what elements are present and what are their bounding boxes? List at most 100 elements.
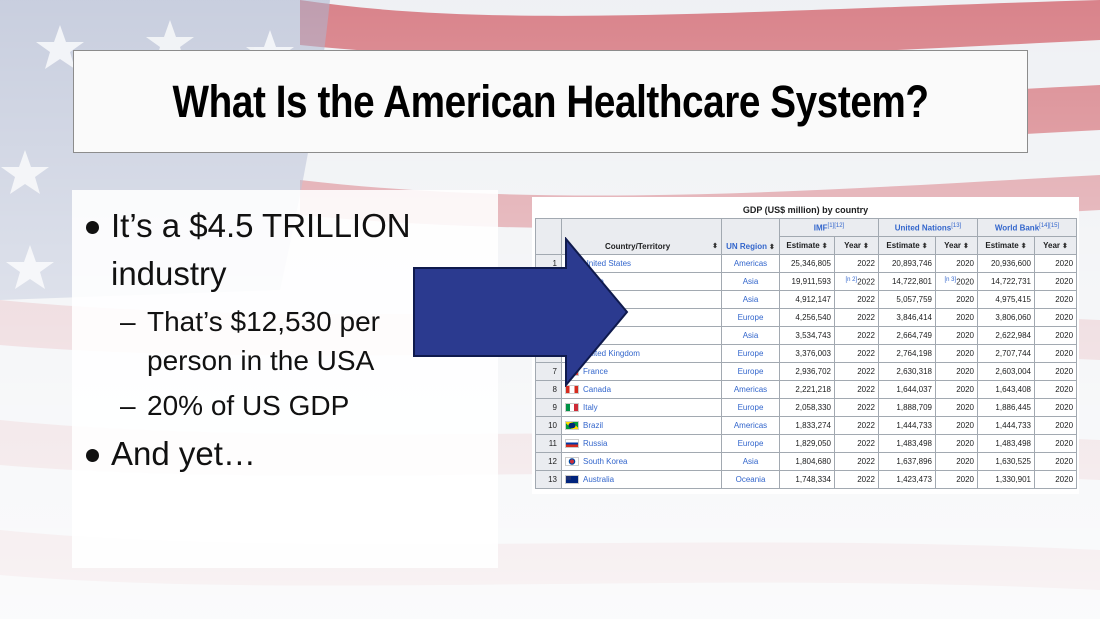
sort-icon: ⬍ — [921, 243, 928, 250]
region-cell[interactable]: Americas — [721, 416, 780, 435]
rank-cell: 13 — [535, 470, 562, 489]
un-year-cell: 2020 — [935, 344, 978, 363]
country-link[interactable]: Russia — [583, 438, 608, 448]
country-cell: Italy — [561, 398, 722, 417]
un-estimate-cell: 1,483,498 — [878, 434, 936, 453]
un-estimate-cell: 2,630,318 — [878, 362, 936, 381]
imf-estimate-cell: 4,256,540 — [779, 308, 835, 327]
wb-header-label[interactable]: World Bank — [994, 223, 1040, 233]
un-estimate-cell: 14,722,801 — [878, 272, 936, 291]
sort-icon: ⬍ — [863, 243, 869, 250]
un-year-header[interactable]: Year ⬍ — [935, 236, 978, 255]
country-link[interactable]: Australia — [583, 474, 615, 484]
country-link[interactable]: United States — [583, 258, 632, 268]
country-cell: South Korea — [561, 452, 722, 471]
region-cell[interactable]: Asia — [721, 272, 780, 291]
sort-icon: ⬍ — [1020, 243, 1027, 250]
un-year-cell: 2020 — [935, 362, 978, 381]
bullet-text: And yet… — [111, 435, 256, 472]
table-row: 8 Canada Americas 2,221,218 2022 1,644,037 202… — [535, 380, 1078, 399]
imf-year-cell: 2022 — [834, 290, 879, 309]
wb-estimate-cell: 1,643,408 — [977, 380, 1035, 399]
wb-refs[interactable]: [14][15] — [1039, 222, 1060, 229]
region-cell[interactable]: Asia — [721, 452, 780, 471]
imf-year-header[interactable]: Year ⬍ — [834, 236, 879, 255]
un-header-label[interactable]: United Nations — [894, 223, 952, 233]
country-header[interactable]: Country/Territory ⬍ — [561, 218, 722, 255]
imf-estimate-cell: 2,058,330 — [779, 398, 835, 417]
region-cell[interactable]: Oceania — [721, 470, 780, 489]
sub-bullet-dash: – — [120, 390, 136, 421]
wb-estimate-cell: 1,630,525 — [977, 452, 1035, 471]
country-link[interactable]: Canada — [583, 384, 612, 394]
right-arrow-icon — [413, 237, 629, 387]
un-estimate-header[interactable]: Estimate ⬍ — [878, 236, 936, 255]
imf-estimate-cell: 2,936,702 — [779, 362, 835, 381]
un-year-cell: 2020 — [935, 290, 978, 309]
un-estimate-cell: 1,644,037 — [878, 380, 936, 399]
table-row: 13 Australia Oceania 1,748,334 2022 1,423,473… — [535, 470, 1078, 489]
sub-bullet-dash: – — [120, 306, 136, 337]
imf-estimate-cell: 19,911,593 — [779, 272, 835, 291]
country-link[interactable]: Italy — [583, 402, 598, 412]
imf-estimate-header[interactable]: Estimate ⬍ — [779, 236, 835, 255]
sort-icon: ⬍ — [821, 243, 828, 250]
sort-icon[interactable]: ⬍ — [712, 243, 718, 250]
flag-au-icon — [565, 475, 579, 485]
wb-estimate-cell: 20,936,600 — [977, 254, 1035, 273]
imf-header[interactable]: IMF[1][12] — [779, 218, 879, 237]
rank-cell: 9 — [535, 398, 562, 417]
wb-estimate-header[interactable]: Estimate ⬍ — [977, 236, 1035, 255]
imf-year-cell: 2022 — [834, 380, 879, 399]
un-year-cell: 2020 — [935, 308, 978, 327]
region-cell[interactable]: Europe — [721, 434, 780, 453]
wb-year-cell: 2020 — [1033, 326, 1078, 345]
wb-year-cell: 2020 — [1033, 362, 1078, 381]
un-year-cell: 2020 — [935, 416, 978, 435]
wb-year-cell: 2020 — [1033, 416, 1078, 435]
note-ref[interactable]: [n 2] — [845, 276, 858, 283]
imf-header-label[interactable]: IMF — [813, 223, 828, 233]
region-cell[interactable]: Asia — [721, 290, 780, 309]
region-cell[interactable]: Europe — [721, 398, 780, 417]
country-link[interactable]: Brazil — [583, 420, 604, 430]
region-header-label[interactable]: UN Region — [726, 242, 767, 251]
note-ref[interactable]: [n 3] — [944, 276, 957, 283]
table-caption: GDP (US$ million) by country — [742, 205, 869, 215]
imf-estimate-cell: 1,748,334 — [779, 470, 835, 489]
un-year-cell: 2020 — [935, 452, 978, 471]
imf-year-cell: 2022 — [834, 398, 879, 417]
country-link[interactable]: France — [583, 366, 608, 376]
sort-icon[interactable]: ⬍ — [769, 244, 775, 251]
wb-estimate-cell: 14,722,731 — [977, 272, 1035, 291]
region-cell[interactable]: Americas — [721, 254, 780, 273]
gdp-table-image: GDP (US$ million) by country Country/Ter… — [532, 197, 1079, 494]
region-cell[interactable]: Europe — [721, 362, 780, 381]
imf-year-cell: [n 2]2022 — [834, 272, 879, 291]
imf-year-cell: 2022 — [834, 470, 879, 489]
wb-year-cell: 2020 — [1033, 434, 1078, 453]
country-cell: Russia — [561, 434, 722, 453]
table-row: 9 Italy Europe 2,058,330 2022 1,888,709 2020 1,… — [535, 398, 1078, 417]
un-refs[interactable]: [13] — [951, 222, 962, 229]
country-link[interactable]: United Kingdom — [583, 348, 640, 358]
region-cell[interactable]: Europe — [721, 344, 780, 363]
sort-icon: ⬍ — [1062, 243, 1068, 250]
wb-header[interactable]: World Bank[14][15] — [976, 218, 1078, 237]
un-year-cell: 2020 — [935, 254, 978, 273]
region-cell[interactable]: Asia — [721, 326, 780, 345]
un-estimate-cell: 3,846,414 — [878, 308, 936, 327]
wb-estimate-cell: 1,483,498 — [977, 434, 1035, 453]
wb-year-header[interactable]: Year ⬍ — [1033, 236, 1078, 255]
wb-estimate-cell: 1,330,901 — [977, 470, 1035, 489]
un-header[interactable]: United Nations[13] — [878, 218, 978, 237]
imf-estimate-cell: 1,833,274 — [779, 416, 835, 435]
wb-estimate-cell: 3,806,060 — [977, 308, 1035, 327]
country-link[interactable]: South Korea — [583, 456, 628, 466]
region-cell[interactable]: Europe — [721, 308, 780, 327]
imf-refs[interactable]: [1][12] — [827, 222, 845, 229]
wb-year-cell: 2020 — [1033, 254, 1078, 273]
table-row: 11 Russia Europe 1,829,050 2022 1,483,498 2020… — [535, 434, 1078, 453]
region-cell[interactable]: Americas — [721, 380, 780, 399]
region-header[interactable]: UN Region ⬍ — [721, 218, 780, 255]
